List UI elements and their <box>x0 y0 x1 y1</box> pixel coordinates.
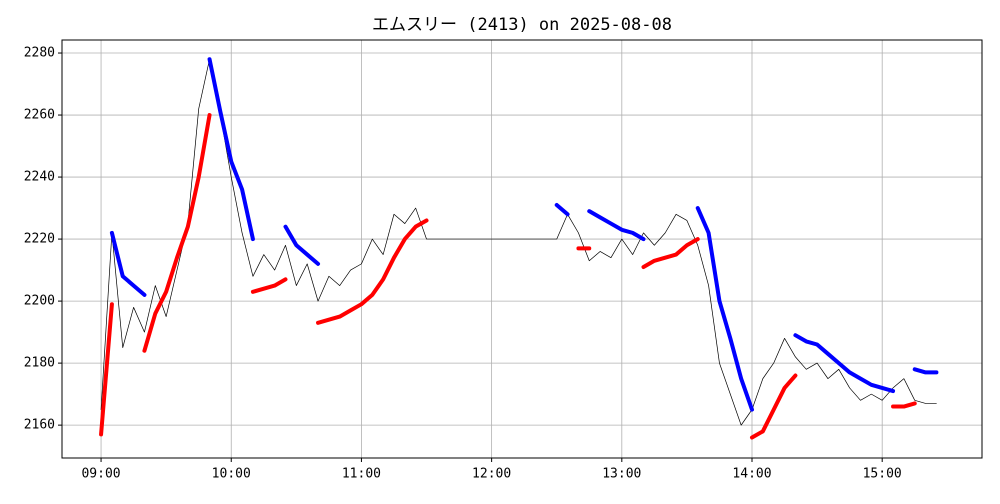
chart-title: エムスリー (2413) on 2025-08-08 <box>372 15 672 35</box>
x-tick-label: 15:00 <box>863 467 902 482</box>
y-tick-label: 2200 <box>24 294 55 309</box>
y-tick-label: 2240 <box>24 170 55 185</box>
y-tick-label: 2180 <box>24 356 55 371</box>
x-tick-label: 09:00 <box>81 467 120 482</box>
y-tick-label: 2260 <box>24 108 55 123</box>
y-tick-label: 2280 <box>24 46 55 61</box>
series-line <box>100 58 937 426</box>
y-tick-label: 2220 <box>24 232 55 247</box>
x-tick-label: 14:00 <box>732 467 771 482</box>
plot-frame <box>61 39 983 459</box>
x-tick-label: 11:00 <box>342 467 381 482</box>
y-tick-label: 2160 <box>24 418 55 433</box>
x-tick-label: 12:00 <box>472 467 511 482</box>
x-tick-label: 13:00 <box>602 467 641 482</box>
series-line <box>109 57 939 412</box>
x-tick-label: 10:00 <box>212 467 251 482</box>
series-line <box>99 113 917 440</box>
